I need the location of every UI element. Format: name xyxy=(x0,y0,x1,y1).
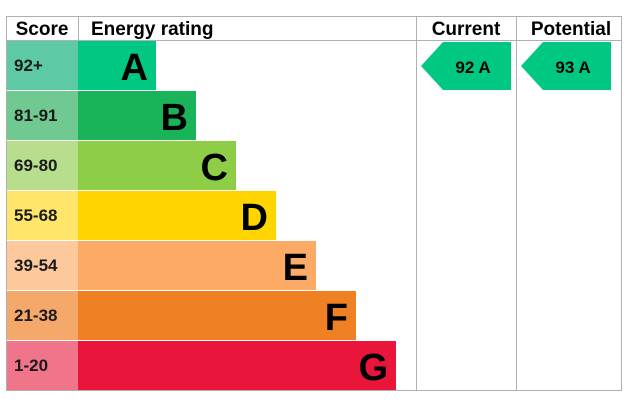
rating-letter-g: G xyxy=(358,347,388,389)
rating-letter-e: E xyxy=(283,247,308,289)
current-rating-arrow xyxy=(421,42,511,90)
header-energy-rating: Energy rating xyxy=(91,19,213,40)
score-cell-g xyxy=(7,341,78,390)
rating-bar-g xyxy=(78,341,396,390)
score-cell-c xyxy=(7,141,78,190)
potential-rating-arrow xyxy=(521,42,611,90)
rating-bar-f xyxy=(78,291,356,340)
score-range-a: 92+ xyxy=(14,56,43,75)
score-cell-b xyxy=(7,91,78,140)
header-current: Current xyxy=(432,19,501,40)
potential-rating-marker: 93 A xyxy=(521,42,611,90)
rating-letter-b: B xyxy=(161,97,188,139)
rating-bands: 92+ A 81-91 B 69-80 C 55-68 D 39-54 E 21-38 F 1-20 G xyxy=(7,41,396,390)
current-rating-marker: 92 A xyxy=(421,42,511,90)
header-potential: Potential xyxy=(531,19,611,40)
rating-bar-a xyxy=(78,41,156,90)
score-cell-e xyxy=(7,241,78,290)
grid-lines xyxy=(6,16,622,391)
rating-letter-d: D xyxy=(241,197,268,239)
score-range-e: 39-54 xyxy=(14,256,58,275)
rating-letter-a: A xyxy=(121,47,148,89)
score-cell-d xyxy=(7,191,78,240)
score-cell-a xyxy=(7,41,78,90)
rating-letter-f: F xyxy=(325,297,348,339)
rating-bar-c xyxy=(78,141,236,190)
potential-rating-label: 93 A xyxy=(555,58,590,77)
rating-bar-d xyxy=(78,191,276,240)
score-range-f: 21-38 xyxy=(14,306,57,325)
score-range-g: 1-20 xyxy=(14,356,48,375)
rating-bar-b xyxy=(78,91,196,140)
score-range-b: 81-91 xyxy=(14,106,57,125)
rating-bar-e xyxy=(78,241,316,290)
score-range-c: 69-80 xyxy=(14,156,57,175)
header-score: Score xyxy=(16,19,69,40)
current-rating-label: 92 A xyxy=(455,58,490,77)
score-range-d: 55-68 xyxy=(14,206,57,225)
score-cell-f xyxy=(7,291,78,340)
rating-letter-c: C xyxy=(201,147,228,189)
